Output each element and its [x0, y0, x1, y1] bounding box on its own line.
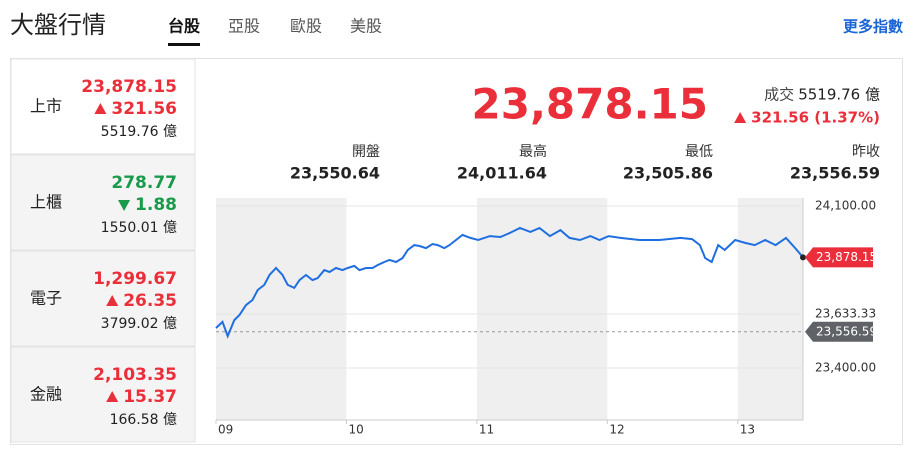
last-tag-label: 23,878.15 — [816, 250, 877, 264]
quote-volume-label: 成交 — [764, 86, 794, 104]
tab[interactable]: 美股 — [350, 17, 382, 36]
market-volume: 5519.76 億 — [101, 124, 177, 140]
market-change: 321.56 — [111, 99, 177, 119]
tab-underline — [168, 43, 201, 46]
x-tick-label: 09 — [218, 423, 233, 437]
y-tick-label: 23,400.00 — [815, 361, 876, 375]
market-name: 電子 — [30, 289, 62, 308]
stat-value: 23,556.59 — [790, 164, 880, 183]
market-volume: 3799.02 億 — [101, 316, 177, 332]
market-price: 23,878.15 — [81, 77, 177, 97]
change-arrow — [106, 295, 119, 306]
stat-label: 最高 — [519, 143, 547, 160]
widget-title: 大盤行情 — [10, 11, 106, 39]
tab[interactable]: 歐股 — [290, 17, 322, 36]
stat-value: 23,550.64 — [290, 164, 380, 183]
tab[interactable]: 亞股 — [228, 17, 260, 36]
market-change: 26.35 — [123, 291, 177, 311]
market-price: 1,299.67 — [93, 269, 177, 289]
y-tick-label: 23,633.33 — [815, 307, 876, 321]
more-link[interactable]: 更多指數 — [843, 18, 903, 36]
tab[interactable]: 台股 — [168, 17, 201, 36]
stat-label: 昨收 — [852, 144, 880, 160]
stat-value: 23,505.86 — [623, 164, 713, 183]
change-arrow — [106, 391, 119, 402]
quote-price: 23,878.15 — [472, 80, 708, 129]
market-row[interactable] — [10, 154, 196, 251]
market-price: 278.77 — [111, 173, 177, 193]
market-row[interactable] — [10, 250, 196, 347]
market-price: 2,103.35 — [93, 365, 177, 385]
market-change: 15.37 — [123, 387, 177, 407]
x-tick-label: 13 — [740, 423, 755, 437]
market-volume: 1550.01 億 — [101, 220, 177, 236]
quote-change: 321.56 (1.37%) — [751, 109, 880, 127]
last-tag-box — [805, 247, 873, 268]
stat-value: 24,011.64 — [457, 164, 547, 183]
x-tick-label: 12 — [609, 423, 624, 437]
reference-tag-box — [805, 321, 873, 342]
market-name: 上櫃 — [30, 193, 62, 212]
last-dot — [800, 254, 806, 261]
price-line — [215, 226, 804, 339]
x-tick-label: 10 — [348, 423, 363, 437]
change-arrow — [94, 103, 107, 114]
market-name: 金融 — [30, 385, 62, 404]
quote-volume: 5519.76 億 — [798, 86, 880, 104]
y-tick-label: 24,100.00 — [815, 199, 876, 213]
change-arrow — [118, 200, 131, 211]
quote-arrow — [734, 112, 747, 123]
market-row[interactable] — [10, 58, 196, 155]
stat-label: 最低 — [685, 144, 713, 160]
session-band — [737, 198, 803, 420]
market-row[interactable] — [10, 346, 196, 443]
market-volume: 166.58 億 — [110, 412, 177, 428]
stat-label: 開盤 — [352, 144, 380, 160]
session-band — [476, 198, 608, 420]
market-name: 上市 — [30, 97, 62, 116]
market-change: 1.88 — [135, 195, 177, 215]
x-tick-label: 11 — [479, 423, 494, 437]
session-band — [216, 198, 347, 420]
reference-tag-label: 23,556.59 — [816, 324, 877, 338]
